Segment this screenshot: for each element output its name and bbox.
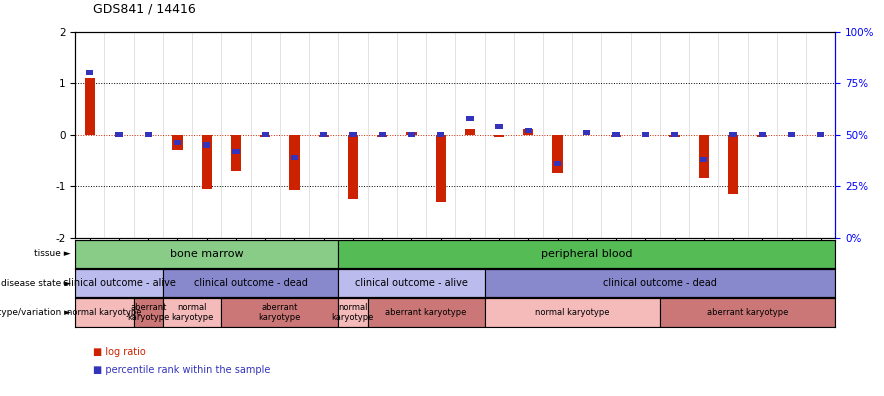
Bar [231, 135, 241, 171]
Text: clinical outcome - dead: clinical outcome - dead [194, 278, 308, 288]
Bar [133, 298, 163, 327]
Text: aberrant
karyotype: aberrant karyotype [259, 303, 301, 322]
Bar [75, 269, 163, 297]
Bar [758, 135, 767, 137]
Bar [817, 132, 825, 137]
Bar [436, 135, 446, 202]
Text: genotype/variation ►: genotype/variation ► [0, 308, 71, 317]
Bar [291, 155, 298, 160]
Text: disease state ►: disease state ► [1, 279, 71, 287]
Text: aberrant karyotype: aberrant karyotype [385, 308, 467, 317]
Text: clinical outcome - alive: clinical outcome - alive [355, 278, 468, 288]
Bar [525, 128, 532, 133]
Bar [163, 269, 339, 297]
Bar [552, 135, 563, 173]
Bar [494, 135, 504, 137]
Bar [484, 269, 835, 297]
Text: normal
karyotype: normal karyotype [171, 303, 213, 322]
Bar [484, 298, 660, 327]
Bar [669, 135, 680, 137]
Text: peripheral blood: peripheral blood [541, 249, 633, 259]
Bar [221, 298, 339, 327]
Bar [378, 132, 385, 137]
Bar [339, 298, 368, 327]
Bar [788, 132, 796, 137]
Bar [583, 130, 591, 135]
Bar [408, 132, 415, 137]
Bar [465, 129, 475, 135]
Bar [260, 135, 271, 137]
Text: ■ percentile rank within the sample: ■ percentile rank within the sample [93, 365, 271, 375]
Bar [642, 132, 649, 137]
Bar [85, 78, 95, 135]
Bar [289, 135, 300, 190]
Text: ■ log ratio: ■ log ratio [93, 347, 146, 358]
Text: tissue ►: tissue ► [34, 249, 71, 258]
Bar [172, 135, 183, 150]
Bar [347, 135, 358, 199]
Bar [729, 132, 736, 137]
Text: bone marrow: bone marrow [170, 249, 243, 259]
Bar [466, 116, 474, 121]
Bar [318, 135, 329, 137]
Bar [203, 142, 210, 147]
Bar [75, 240, 339, 268]
Bar [320, 132, 327, 137]
Bar [377, 135, 387, 137]
Bar [613, 132, 620, 137]
Text: aberrant karyotype: aberrant karyotype [707, 308, 789, 317]
Text: normal
karyotype: normal karyotype [332, 303, 374, 322]
Bar [554, 161, 561, 166]
Bar [728, 135, 738, 194]
Bar [698, 135, 709, 178]
Text: normal karyotype: normal karyotype [67, 308, 141, 317]
Text: aberrant
karyotype: aberrant karyotype [127, 303, 170, 322]
Text: clinical outcome - dead: clinical outcome - dead [603, 278, 717, 288]
Bar [262, 132, 269, 137]
Bar [368, 298, 484, 327]
Bar [115, 132, 123, 137]
Bar [437, 132, 445, 137]
Bar [700, 157, 707, 162]
Bar [174, 140, 181, 145]
Text: clinical outcome - alive: clinical outcome - alive [63, 278, 175, 288]
Bar [232, 148, 240, 154]
Bar [145, 132, 152, 137]
Bar [349, 132, 356, 137]
Bar [202, 135, 212, 188]
Bar [671, 132, 678, 137]
Bar [339, 240, 835, 268]
Bar [523, 129, 533, 135]
Bar [407, 132, 416, 135]
Bar [660, 298, 835, 327]
Bar [86, 70, 94, 75]
Bar [339, 269, 484, 297]
Bar [758, 132, 766, 137]
Text: normal karyotype: normal karyotype [535, 308, 609, 317]
Text: GDS841 / 14416: GDS841 / 14416 [93, 3, 195, 16]
Bar [611, 135, 621, 137]
Bar [163, 298, 221, 327]
Bar [495, 124, 503, 129]
Bar [75, 298, 133, 327]
